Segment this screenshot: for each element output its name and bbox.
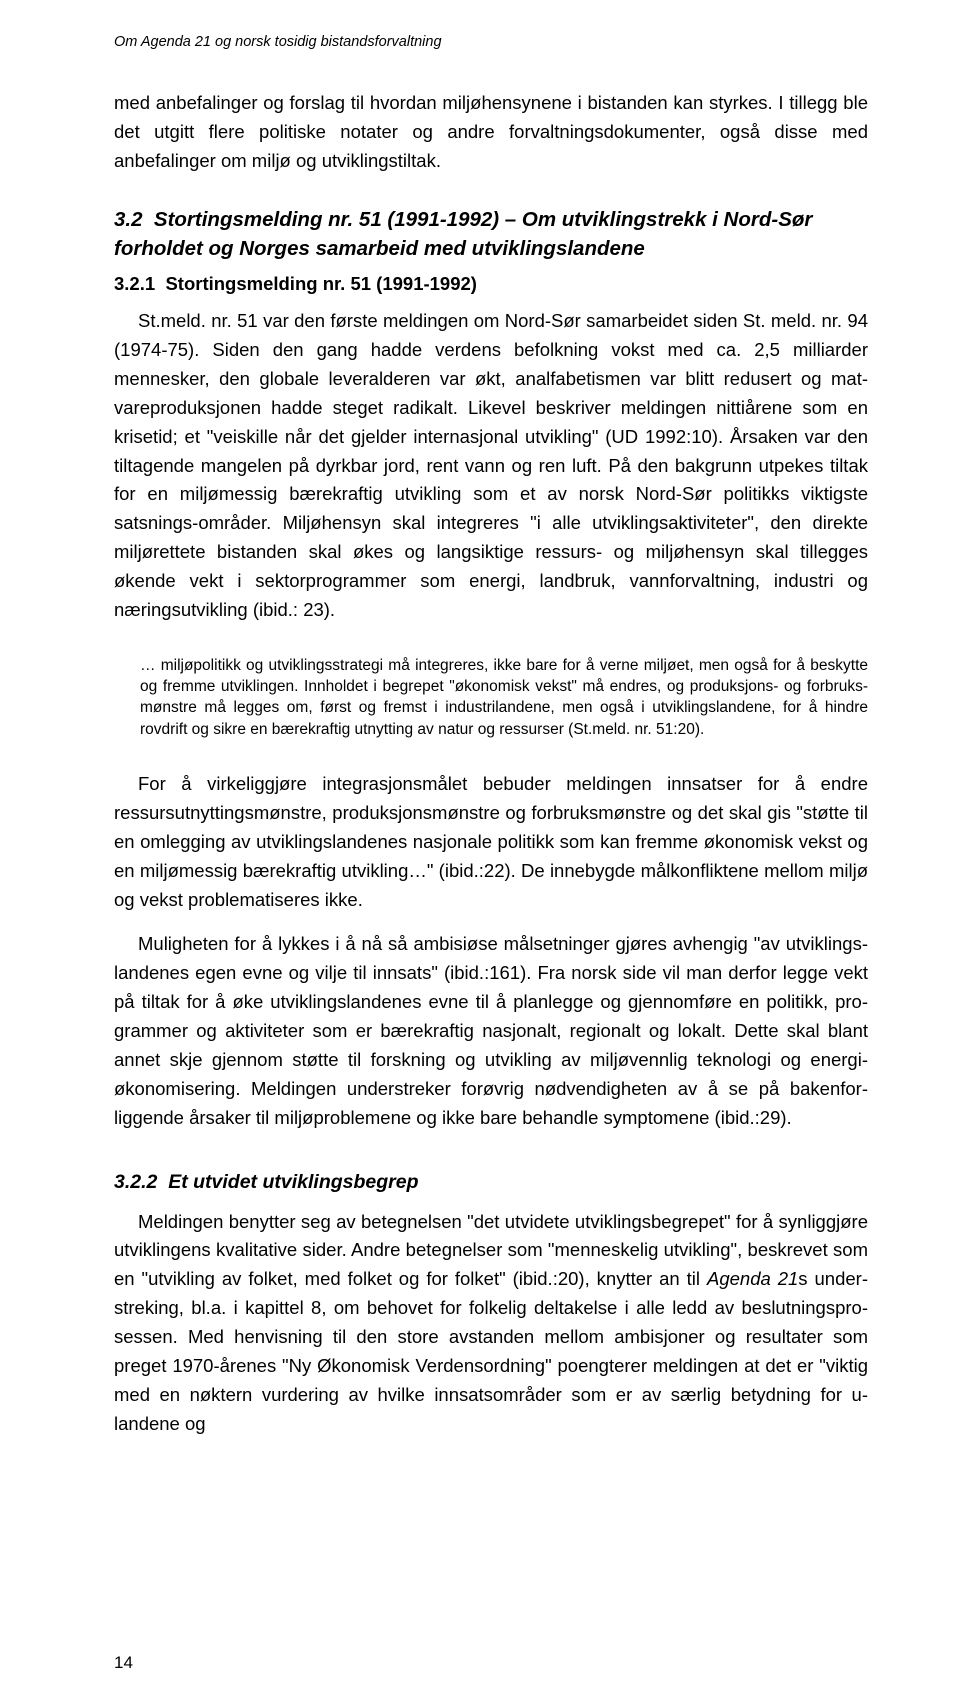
paragraph-body: For å virkeliggjøre integrasjonsmålet be… [114,770,868,914]
running-header: Om Agenda 21 og norsk tosidig bistandsfo… [114,34,868,51]
italic-run: Agenda 21 [707,1268,798,1289]
heading-number: 3.2.1 [114,273,155,294]
heading-number: 3.2 [114,208,143,231]
heading-3-2: 3.2 Stortingsmelding nr. 51 (1991-1992) … [114,206,868,263]
heading-3-2-1: 3.2.1 Stortingsmelding nr. 51 (1991-1992… [114,271,868,297]
page-number: 14 [114,1653,133,1673]
paragraph-body: St.meld. nr. 51 var den første meldingen… [114,307,868,624]
heading-number: 3.2.2 [114,1171,157,1193]
heading-text: Stortingsmelding nr. 51 (1991-1992) [165,273,477,294]
block-quote: … miljøpolitikk og utviklingsstrategi må… [140,655,868,741]
paragraph-body: Muligheten for å lykkes i å nå så ambisi… [114,930,868,1132]
text-run: s under-streking, bl.a. i kapittel 8, om… [114,1268,868,1433]
paragraph-intro: med anbefalinger og forslag til hvordan … [114,89,868,176]
paragraph-body: Meldingen benytter seg av betegnelsen "d… [114,1208,868,1439]
heading-text: Et utvidet utviklingsbegrep [168,1171,418,1193]
document-page: Om Agenda 21 og norsk tosidig bistandsfo… [0,0,960,1691]
heading-lead: Stortingsmelding nr. 51 (1991-1992) – [154,208,522,231]
heading-3-2-2: 3.2.2 Et utvidet utviklingsbegrep [114,1171,868,1194]
